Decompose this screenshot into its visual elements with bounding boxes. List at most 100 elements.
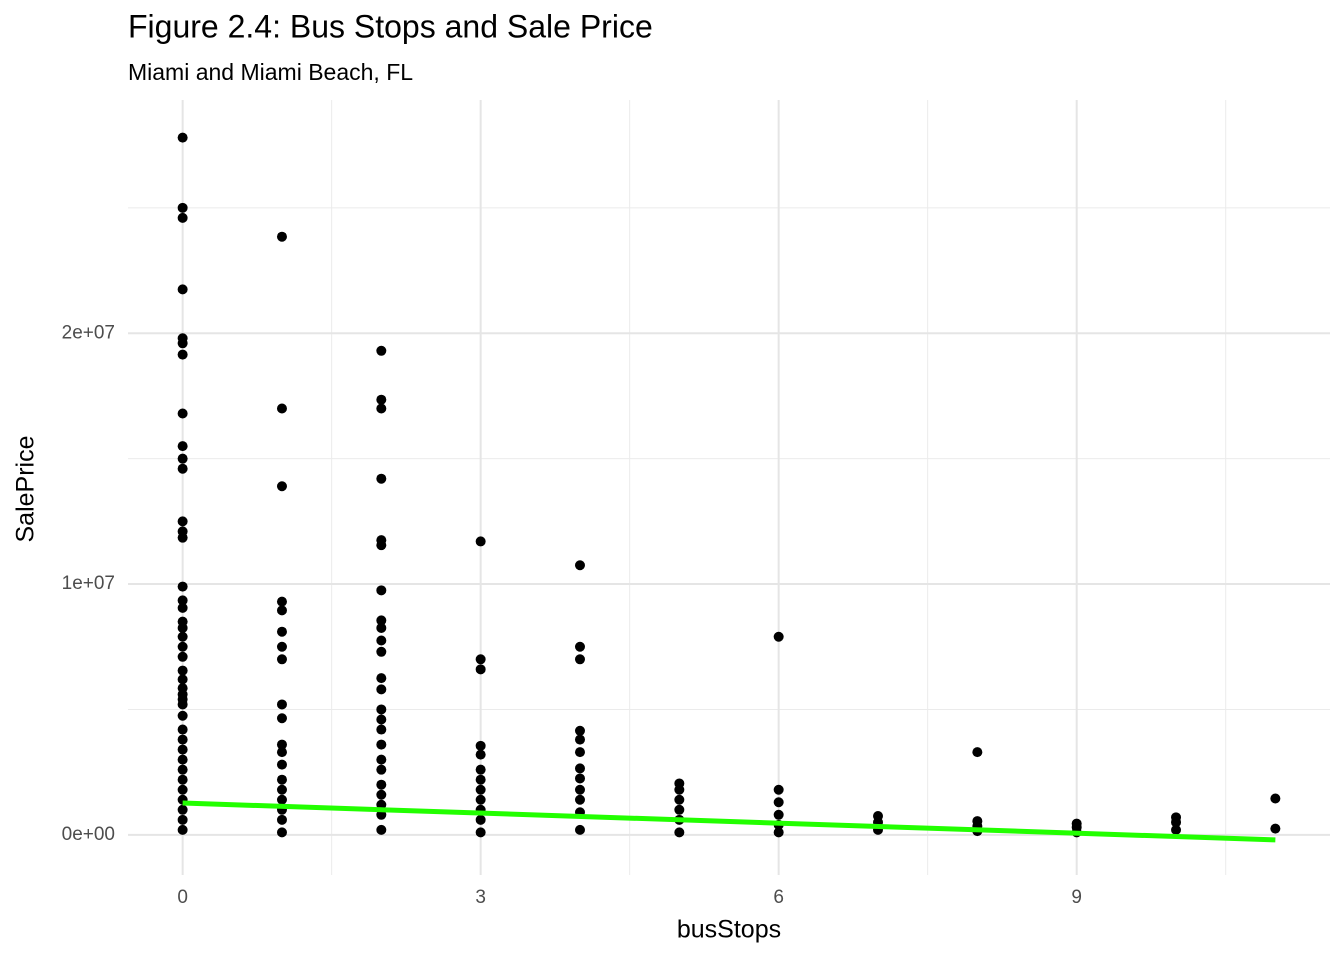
- point: [177, 710, 188, 721]
- point: [475, 664, 486, 675]
- point: [276, 654, 287, 665]
- point: [177, 284, 188, 295]
- point: [574, 747, 585, 758]
- point: [674, 804, 685, 815]
- point: [773, 827, 784, 838]
- point: [276, 814, 287, 825]
- point: [177, 674, 188, 685]
- chart-title: Figure 2.4: Bus Stops and Sale Price: [128, 8, 653, 44]
- point: [674, 784, 685, 795]
- point: [177, 202, 188, 213]
- point: [574, 654, 585, 665]
- point: [773, 797, 784, 808]
- point: [972, 747, 983, 758]
- point: [177, 349, 188, 360]
- point: [1270, 823, 1281, 834]
- point: [276, 794, 287, 805]
- point: [177, 651, 188, 662]
- point: [376, 704, 387, 715]
- chart-subtitle: Miami and Miami Beach, FL: [128, 59, 413, 85]
- point: [475, 740, 486, 751]
- point: [177, 774, 188, 785]
- point: [376, 779, 387, 790]
- y-axis-title: SalePrice: [12, 436, 40, 543]
- point: [177, 764, 188, 775]
- point: [276, 605, 287, 616]
- point: [177, 463, 188, 474]
- point: [574, 763, 585, 774]
- point: [376, 473, 387, 484]
- point: [475, 774, 486, 785]
- point: [376, 764, 387, 775]
- point: [376, 622, 387, 633]
- x-axis-title: busStops: [677, 916, 781, 944]
- point: [177, 641, 188, 652]
- point: [773, 631, 784, 642]
- point: [376, 585, 387, 596]
- point: [674, 794, 685, 805]
- point: [574, 794, 585, 805]
- y-tick-label: 2e+07: [62, 322, 115, 343]
- point: [376, 789, 387, 800]
- point: [177, 441, 188, 452]
- point: [574, 560, 585, 571]
- point: [475, 749, 486, 760]
- point: [574, 734, 585, 745]
- point: [177, 724, 188, 735]
- point: [574, 784, 585, 795]
- y-tick-label: 0e+00: [62, 824, 115, 845]
- y-tick-label: 1e+07: [62, 573, 115, 594]
- point: [376, 646, 387, 657]
- point: [475, 814, 486, 825]
- point: [177, 734, 188, 745]
- point: [276, 827, 287, 838]
- point: [177, 212, 188, 223]
- x-tick-label: 0: [177, 887, 188, 908]
- point: [276, 596, 287, 607]
- x-tick-label: 9: [1071, 887, 1082, 908]
- point: [177, 631, 188, 642]
- point: [376, 724, 387, 735]
- point: [276, 626, 287, 637]
- point: [276, 713, 287, 724]
- point: [773, 809, 784, 820]
- point: [276, 699, 287, 710]
- point: [276, 774, 287, 785]
- point: [1270, 793, 1281, 804]
- point: [276, 403, 287, 414]
- x-tick-label: 6: [773, 887, 784, 908]
- point: [574, 641, 585, 652]
- point: [475, 784, 486, 795]
- point: [1171, 824, 1182, 835]
- point: [475, 764, 486, 775]
- point: [177, 622, 188, 633]
- point: [376, 540, 387, 551]
- point: [276, 759, 287, 770]
- point: [376, 403, 387, 414]
- point: [177, 744, 188, 755]
- point: [376, 673, 387, 684]
- point: [177, 602, 188, 613]
- point: [177, 338, 188, 349]
- trend-line: [182, 800, 1276, 843]
- point: [376, 754, 387, 765]
- point: [276, 641, 287, 652]
- point: [376, 714, 387, 725]
- point: [475, 654, 486, 665]
- point: [574, 725, 585, 736]
- point: [376, 345, 387, 356]
- point: [177, 532, 188, 543]
- point: [376, 635, 387, 646]
- point: [177, 814, 188, 825]
- point: [177, 824, 188, 835]
- point: [574, 773, 585, 784]
- point: [177, 665, 188, 676]
- point: [177, 132, 188, 143]
- point: [177, 699, 188, 710]
- point: [376, 824, 387, 835]
- point: [276, 747, 287, 758]
- point: [177, 595, 188, 606]
- point: [475, 794, 486, 805]
